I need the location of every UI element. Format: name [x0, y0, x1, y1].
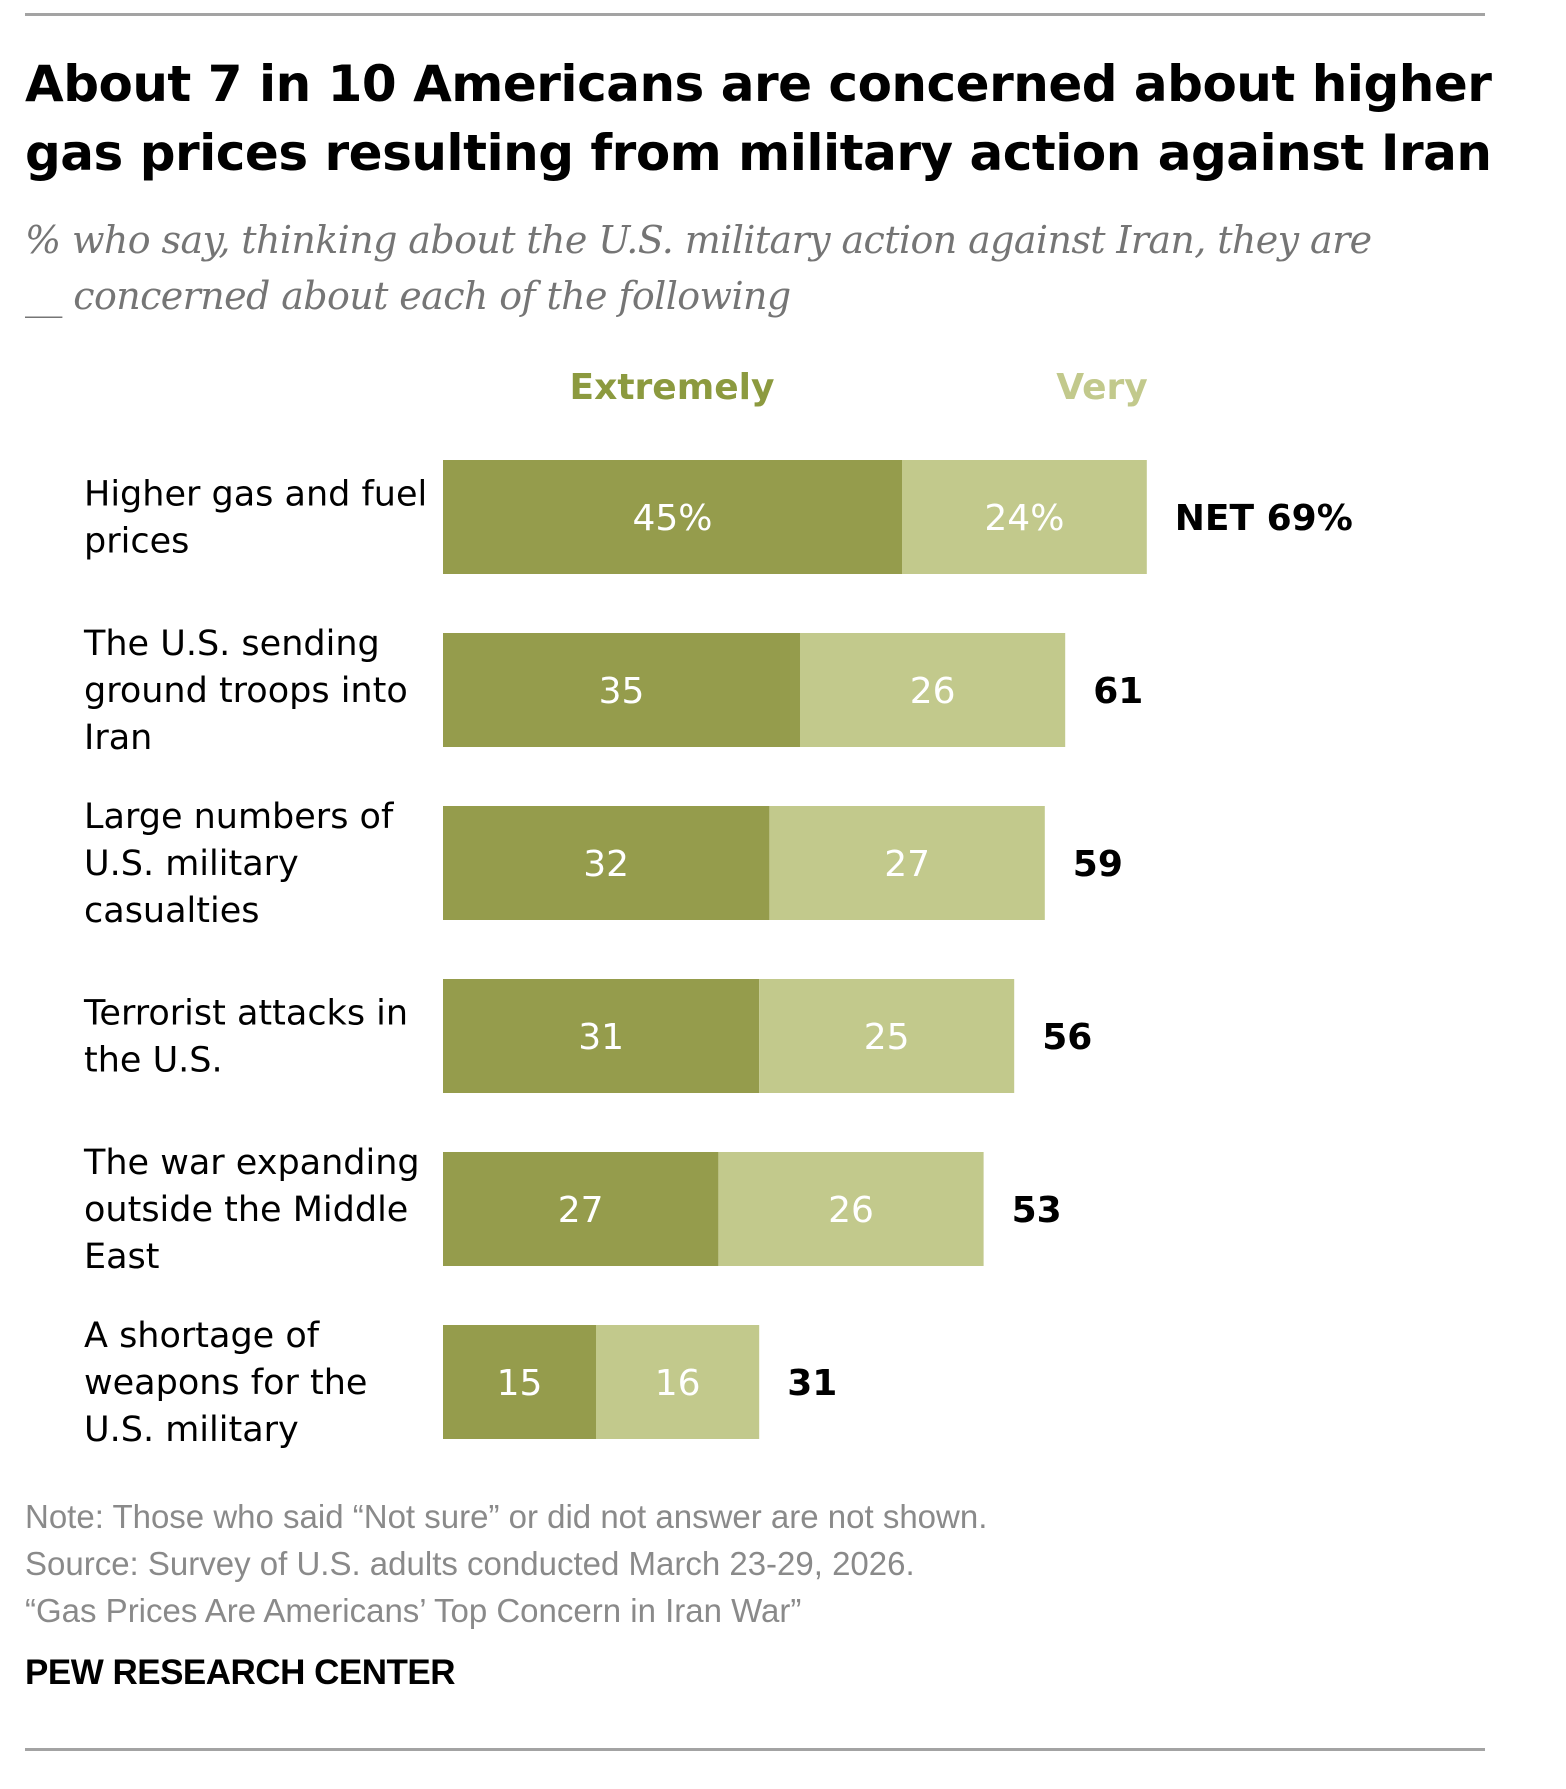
value-label-extremely: 27 [558, 1190, 604, 1231]
value-label-very: 24% [984, 498, 1064, 539]
value-label-extremely: 31 [578, 1017, 624, 1058]
net-label: NET 69% [1175, 498, 1353, 539]
bar-very [800, 633, 1066, 747]
chart-title: About 7 in 10 Americans are concerned ab… [25, 50, 1525, 188]
bar-extremely [443, 979, 760, 1093]
value-label-extremely: 35 [599, 671, 645, 712]
legend-very: Very [1056, 367, 1148, 408]
chart-subtitle: % who say, thinking about the U.S. milit… [25, 212, 1525, 324]
net-label: 53 [1012, 1190, 1062, 1231]
note-line: Note: Those who said “Not sure” or did n… [25, 1498, 988, 1535]
value-label-very: 16 [655, 1363, 701, 1404]
bar-very [718, 1152, 984, 1266]
source-line: Source: Survey of U.S. adults conducted … [25, 1545, 915, 1582]
top-rule [25, 13, 1485, 16]
bar-extremely [443, 633, 800, 747]
bottom-rule [25, 1748, 1485, 1751]
chart-title-line: gas prices resulting from military actio… [25, 124, 1492, 182]
bar-very [759, 979, 1015, 1093]
legend-extremely: Extremely [569, 367, 775, 408]
bar-extremely [443, 460, 902, 574]
bar-extremely [443, 1325, 596, 1439]
bar-very [596, 1325, 760, 1439]
value-label-extremely: 45% [632, 498, 712, 539]
bar-chart: Higher gas and fuel prices 45% 24% NET 69% Th… [83, 460, 1353, 1450]
chart-title-line: About 7 in 10 Americans are concerned ab… [25, 55, 1492, 113]
report-title-line: “Gas Prices Are Americans’ Top Concern i… [25, 1592, 802, 1629]
value-label-very: 26 [910, 671, 956, 712]
net-label: 59 [1073, 844, 1123, 885]
value-label-extremely: 32 [583, 844, 629, 885]
net-label: 61 [1093, 671, 1143, 712]
category-label: Higher gas and fuel prices [84, 475, 427, 562]
bar-very [902, 460, 1147, 574]
chart-subtitle-line: % who say, thinking about the U.S. milit… [25, 218, 1372, 262]
value-label-extremely: 15 [497, 1363, 543, 1404]
bar-extremely [443, 806, 770, 920]
category-label: Terrorist attacks in the U.S. [83, 994, 408, 1081]
value-label-very: 25 [864, 1017, 910, 1058]
net-label: 31 [787, 1363, 837, 1404]
net-label: 56 [1042, 1017, 1092, 1058]
value-label-very: 26 [828, 1190, 874, 1231]
chart-subtitle-line: __ concerned about each of the following [25, 274, 791, 318]
brand-name: PEW RESEARCH CENTER [25, 1653, 455, 1692]
value-label-very: 27 [884, 844, 930, 885]
category-label: The U.S. sending ground troops into Iran [83, 624, 408, 758]
bar-extremely [443, 1152, 719, 1266]
chart-note: Note: Those who said “Not sure” or did n… [25, 1493, 987, 1634]
category-label: A shortage of weapons for the U.S. militar… [84, 1316, 367, 1450]
category-label: Large numbers of U.S. military casualties [84, 797, 394, 931]
category-label: The war expanding outside the Middle East [83, 1143, 420, 1277]
bar-very [769, 806, 1045, 920]
